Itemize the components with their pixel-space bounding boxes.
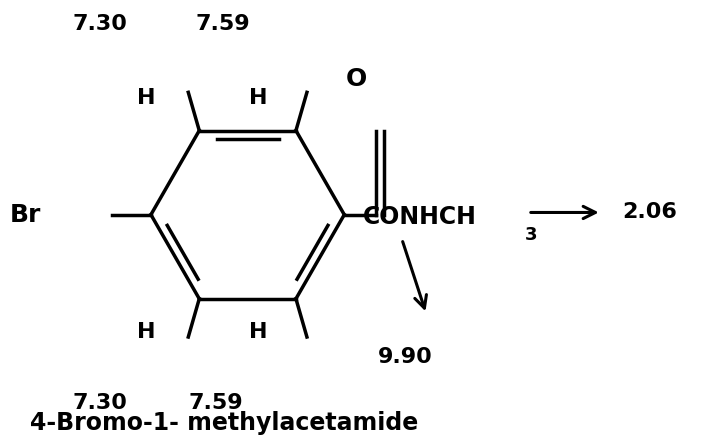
Text: Br: Br xyxy=(9,202,41,227)
Text: H: H xyxy=(249,322,267,342)
Text: CONHCH: CONHCH xyxy=(363,205,477,229)
Text: 7.59: 7.59 xyxy=(196,14,250,34)
Text: 7.30: 7.30 xyxy=(73,393,128,413)
Text: 4-Bromo-1- methylacetamide: 4-Bromo-1- methylacetamide xyxy=(31,411,419,435)
Text: 3: 3 xyxy=(525,226,537,244)
Text: H: H xyxy=(137,88,155,108)
Text: 9.90: 9.90 xyxy=(378,347,433,367)
Text: 7.59: 7.59 xyxy=(189,393,243,413)
Text: H: H xyxy=(249,88,267,108)
Text: 2.06: 2.06 xyxy=(622,202,677,223)
Text: 7.30: 7.30 xyxy=(73,14,128,34)
Text: O: O xyxy=(346,67,367,91)
Text: H: H xyxy=(137,322,155,342)
